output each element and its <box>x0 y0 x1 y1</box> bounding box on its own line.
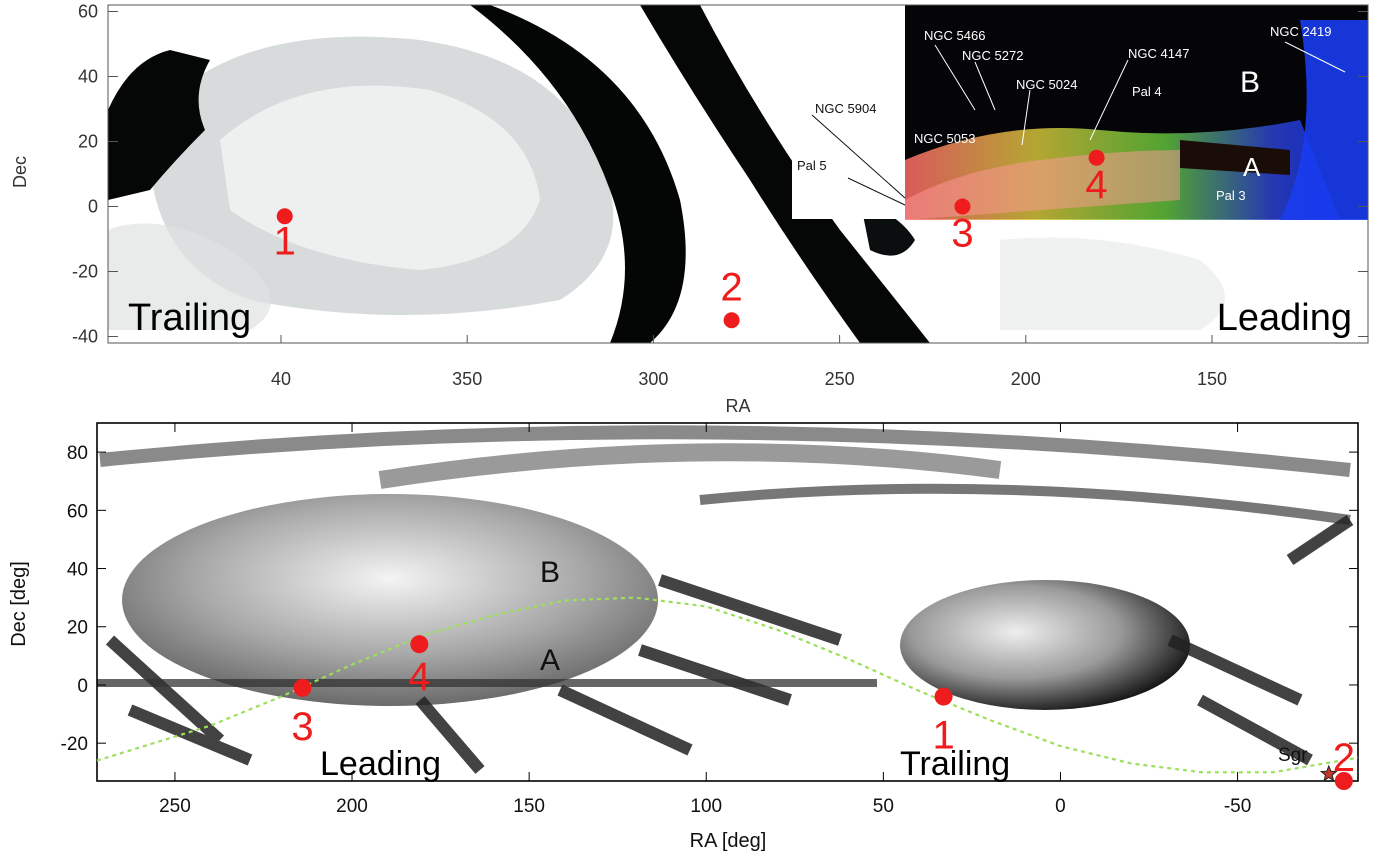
top-x-tick-label: 200 <box>1011 369 1041 389</box>
top-x-axis-label: RA <box>725 396 750 416</box>
bottom-y-tick-label: 60 <box>67 501 88 522</box>
bottom-y-tick-label: 0 <box>77 676 88 697</box>
inset-label-ngc5053: NGC 5053 <box>914 131 975 146</box>
bottom-point-label-3: 3 <box>291 705 313 749</box>
stream-orbit-curve <box>96 596 1359 774</box>
bottom-y-axis-label: Dec [deg] <box>8 561 30 647</box>
top-density-map <box>108 5 1368 343</box>
inset-label-ngc5024: NGC 5024 <box>1016 77 1077 92</box>
inset-label-ngc5466: NGC 5466 <box>924 28 985 43</box>
top-x-tick-label: 250 <box>825 369 855 389</box>
top-x-tick-label: 40 <box>271 369 291 389</box>
top-y-axis-label: Dec <box>10 156 30 188</box>
top-x-tick-label: 300 <box>638 369 668 389</box>
inset-leader-lines <box>811 41 1346 206</box>
bottom-point-3 <box>293 678 312 697</box>
top-y-tick-label: -40 <box>72 327 98 347</box>
sgr-star-icon <box>1319 764 1338 782</box>
bottom-x-tick-label: 50 <box>873 796 894 817</box>
bottom-x-tick-label: -50 <box>1224 796 1251 817</box>
top-panel <box>107 4 1369 344</box>
bottom-x-tick-label: 0 <box>1055 796 1066 817</box>
top-label-a: A <box>1243 152 1261 182</box>
inset-label-pal3: Pal 3 <box>1216 188 1246 203</box>
bottom-x-axis-label: RA [deg] <box>690 830 767 852</box>
inset-label-pal5: Pal 5 <box>797 158 827 173</box>
top-point-4 <box>1088 149 1105 166</box>
top-point-3 <box>954 198 971 215</box>
bottom-point-label-1: 1 <box>932 714 954 758</box>
top-y-tick-label: 40 <box>78 67 98 87</box>
top-y-tick-label: 20 <box>78 132 98 152</box>
bottom-point-1 <box>934 687 953 706</box>
bottom-label-trailing: Trailing <box>900 745 1010 783</box>
top-point-2 <box>723 312 740 329</box>
inset-label-ngc4147: NGC 4147 <box>1128 46 1189 61</box>
bottom-label-b: B <box>540 556 560 589</box>
bottom-point-label-2: 2 <box>1333 736 1355 780</box>
inset-label-ngc5904: NGC 5904 <box>815 101 876 116</box>
top-x-tick-label: 150 <box>1197 369 1227 389</box>
bottom-y-tick-label: -20 <box>61 734 88 755</box>
top-x-tick-label: 350 <box>452 369 482 389</box>
bottom-x-tick-label: 250 <box>159 796 191 817</box>
inset-label-ngc5272: NGC 5272 <box>962 48 1023 63</box>
inset-label-pal4: Pal 4 <box>1132 84 1162 99</box>
top-y-tick-label: 0 <box>88 197 98 217</box>
bottom-label-a: A <box>540 644 560 677</box>
top-point-label-3: 3 <box>951 212 973 256</box>
bottom-point-2 <box>1334 772 1353 790</box>
bottom-point-4 <box>410 635 429 654</box>
top-y-tick-label: -20 <box>72 262 98 282</box>
top-label-b: B <box>1240 66 1260 99</box>
sgr-label: Sgr <box>1278 745 1308 766</box>
inset-label-ngc2419: NGC 2419 <box>1270 24 1331 39</box>
bottom-x-tick-label: 100 <box>690 796 722 817</box>
bottom-y-tick-label: 20 <box>67 618 88 639</box>
top-label-trailing: Trailing <box>128 297 251 339</box>
top-y-tick-label: 60 <box>78 2 98 22</box>
bottom-point-label-4: 4 <box>408 655 430 699</box>
bottom-x-tick-label: 150 <box>513 796 545 817</box>
top-point-label-2: 2 <box>720 265 742 309</box>
top-point-label-4: 4 <box>1085 163 1107 207</box>
bottom-label-leading: Leading <box>320 745 441 783</box>
bottom-density-map <box>97 423 1358 781</box>
top-label-leading: Leading <box>1217 297 1352 339</box>
top-point-label-1: 1 <box>274 219 296 263</box>
bottom-panel <box>96 422 1359 782</box>
bottom-y-tick-label: 40 <box>67 560 88 581</box>
bottom-x-tick-label: 200 <box>336 796 368 817</box>
bottom-y-tick-label: 80 <box>67 443 88 464</box>
top-point-1 <box>276 208 293 225</box>
